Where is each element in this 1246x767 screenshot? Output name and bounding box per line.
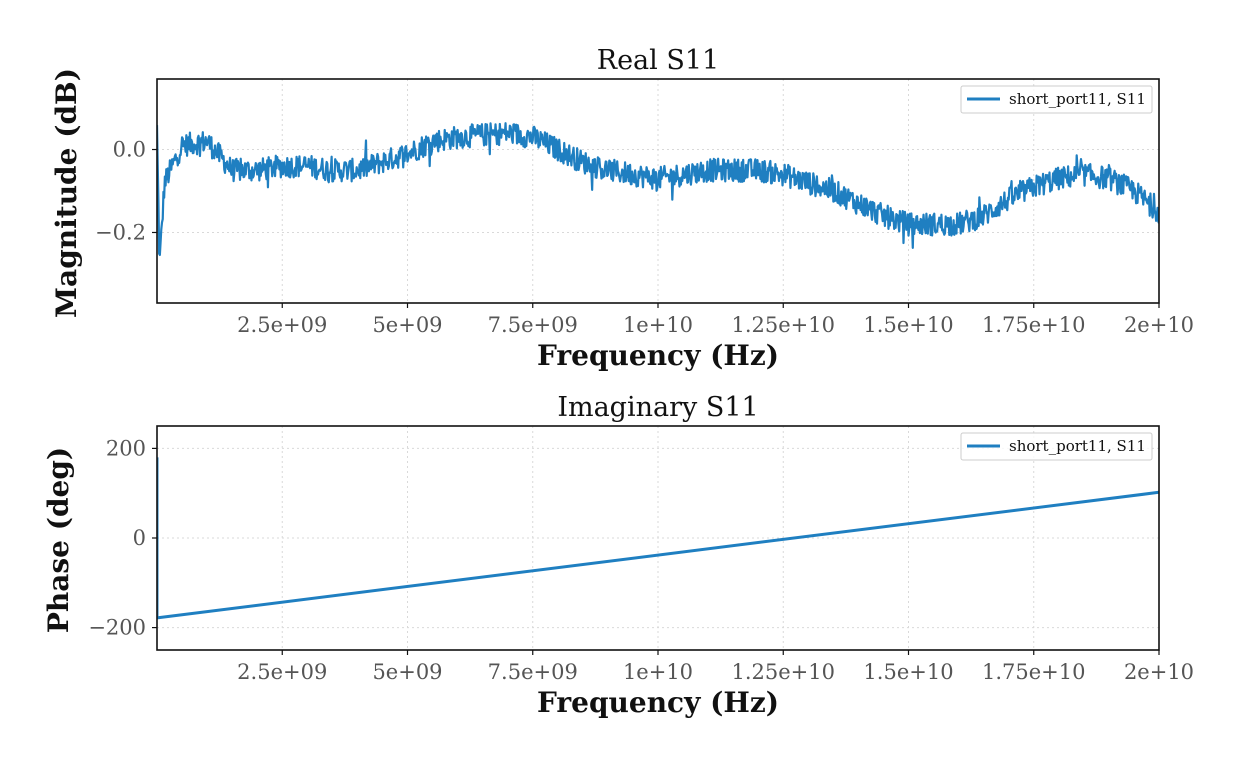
real-s11-ytick-label: −0.2 (95, 220, 146, 244)
imag-s11-ylabel: Phase (deg) (42, 447, 75, 633)
imag-s11-title: Imaginary S11 (557, 392, 758, 423)
real-s11-data (157, 122, 1159, 257)
real-s11-ylabel: Magnitude (dB) (50, 68, 83, 318)
imag-s11-xtick-label: 1.25e+10 (731, 660, 835, 684)
imag-s11-xtick-label: 7.5e+09 (488, 660, 578, 684)
imag-s11-ytick-label: 0 (133, 526, 146, 550)
imag-s11-xtick-label: 2.5e+09 (237, 660, 327, 684)
real-s11-legend: short_port11, S11 (960, 85, 1153, 114)
imag-s11-xtick-label: 1.75e+10 (982, 660, 1086, 684)
imag-s11-xtick-label: 1.5e+10 (863, 660, 953, 684)
real-s11-xtick-label: 2.5e+09 (237, 313, 327, 337)
imag-s11-ytick-label: −200 (88, 616, 146, 640)
real-s11-xlabel: Frequency (Hz) (537, 339, 779, 372)
imag-s11-ticks: 2.5e+09 5e+09 7.5e+09 1e+10 1.25e+10 1.5e+10 1… (88, 436, 1194, 684)
real-s11-xtick-label: 1.25e+10 (731, 313, 835, 337)
imag-s11-xlabel: Frequency (Hz) (537, 686, 779, 719)
real-s11-ytick-label: 0.0 (113, 138, 146, 162)
real-s11-xtick-label: 5e+09 (372, 313, 442, 337)
imag-s11-ytick-label: 200 (106, 436, 146, 460)
real-s11-ticks: 2.5e+09 5e+09 7.5e+09 1e+10 1.25e+10 1.5e+10 1… (95, 138, 1194, 337)
imag-s11-xtick-label: 5e+09 (372, 660, 442, 684)
real-s11-xtick-label: 2e+10 (1124, 313, 1194, 337)
real-s11-title: Real S11 (597, 45, 719, 76)
real-s11-subplot: Real S11 2.5e+09 5e+09 7.5e+09 1e+10 1.25e+1… (50, 45, 1194, 372)
imag-s11-subplot: Imaginary S11 2.5e+09 5e+09 7.5e+09 1e+10 1.… (42, 392, 1194, 719)
real-s11-legend-box (960, 85, 1153, 114)
real-s11-xtick-label: 7.5e+09 (488, 313, 578, 337)
imag-s11-legend-box (960, 432, 1153, 461)
real-s11-xtick-label: 1e+10 (623, 313, 693, 337)
real-s11-xtick-label: 1.75e+10 (982, 313, 1086, 337)
real-s11-series-line (157, 122, 1159, 257)
real-s11-legend-label: short_port11, S11 (1009, 90, 1146, 108)
imag-s11-xtick-label: 2e+10 (1124, 660, 1194, 684)
real-s11-xtick-label: 1.5e+10 (863, 313, 953, 337)
imag-s11-xtick-label: 1e+10 (623, 660, 693, 684)
imag-s11-legend: short_port11, S11 (960, 432, 1153, 461)
imag-s11-legend-label: short_port11, S11 (1009, 437, 1146, 455)
